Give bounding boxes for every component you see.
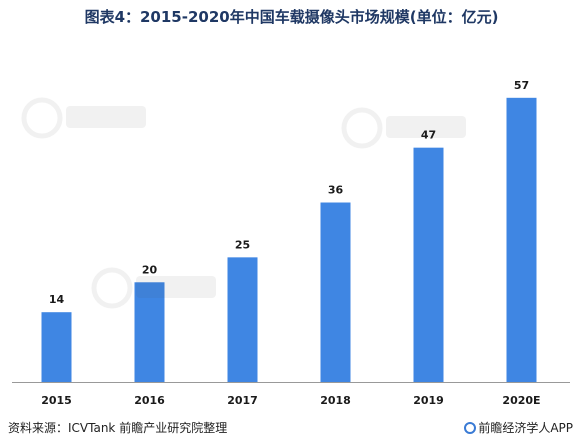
value-label-2020E: 57 bbox=[514, 79, 529, 92]
value-labels-group: 14 20 25 36 47 57 bbox=[49, 79, 529, 306]
x-tick-label-2016: 2016 bbox=[134, 394, 165, 407]
bars-group bbox=[41, 97, 537, 383]
value-label-2017: 25 bbox=[235, 238, 250, 251]
x-tick-label-2015: 2015 bbox=[41, 394, 72, 407]
x-tick-label-2019: 2019 bbox=[413, 394, 444, 407]
x-tick-label-2020E: 2020E bbox=[502, 394, 540, 407]
brand-label: 前瞻经济学人APP bbox=[478, 421, 573, 435]
brand-note: 前瞻经济学人APP bbox=[464, 419, 573, 436]
source-note: 资料来源：ICVTank 前瞻产业研究院整理 bbox=[8, 421, 228, 435]
bar-2018 bbox=[320, 202, 351, 382]
bar-2016 bbox=[134, 282, 165, 382]
bar-2020E bbox=[506, 97, 537, 383]
x-tick-label-2017: 2017 bbox=[227, 394, 258, 407]
value-label-2015: 14 bbox=[49, 293, 65, 306]
chart-title: 图表4：2015-2020年中国车载摄像头市场规模(单位：亿元) bbox=[84, 8, 499, 26]
bar-2019 bbox=[413, 147, 444, 382]
value-label-2018: 36 bbox=[328, 184, 344, 197]
bar-2017 bbox=[227, 257, 258, 382]
brand-logo-icon bbox=[464, 422, 477, 434]
value-label-2016: 20 bbox=[142, 263, 158, 276]
x-tick-label-2018: 2018 bbox=[320, 394, 351, 407]
value-label-2019: 47 bbox=[421, 129, 436, 142]
bar-2015 bbox=[41, 312, 72, 382]
x-tick-labels-group: 2015 2016 2017 2018 2019 2020E bbox=[41, 394, 540, 407]
